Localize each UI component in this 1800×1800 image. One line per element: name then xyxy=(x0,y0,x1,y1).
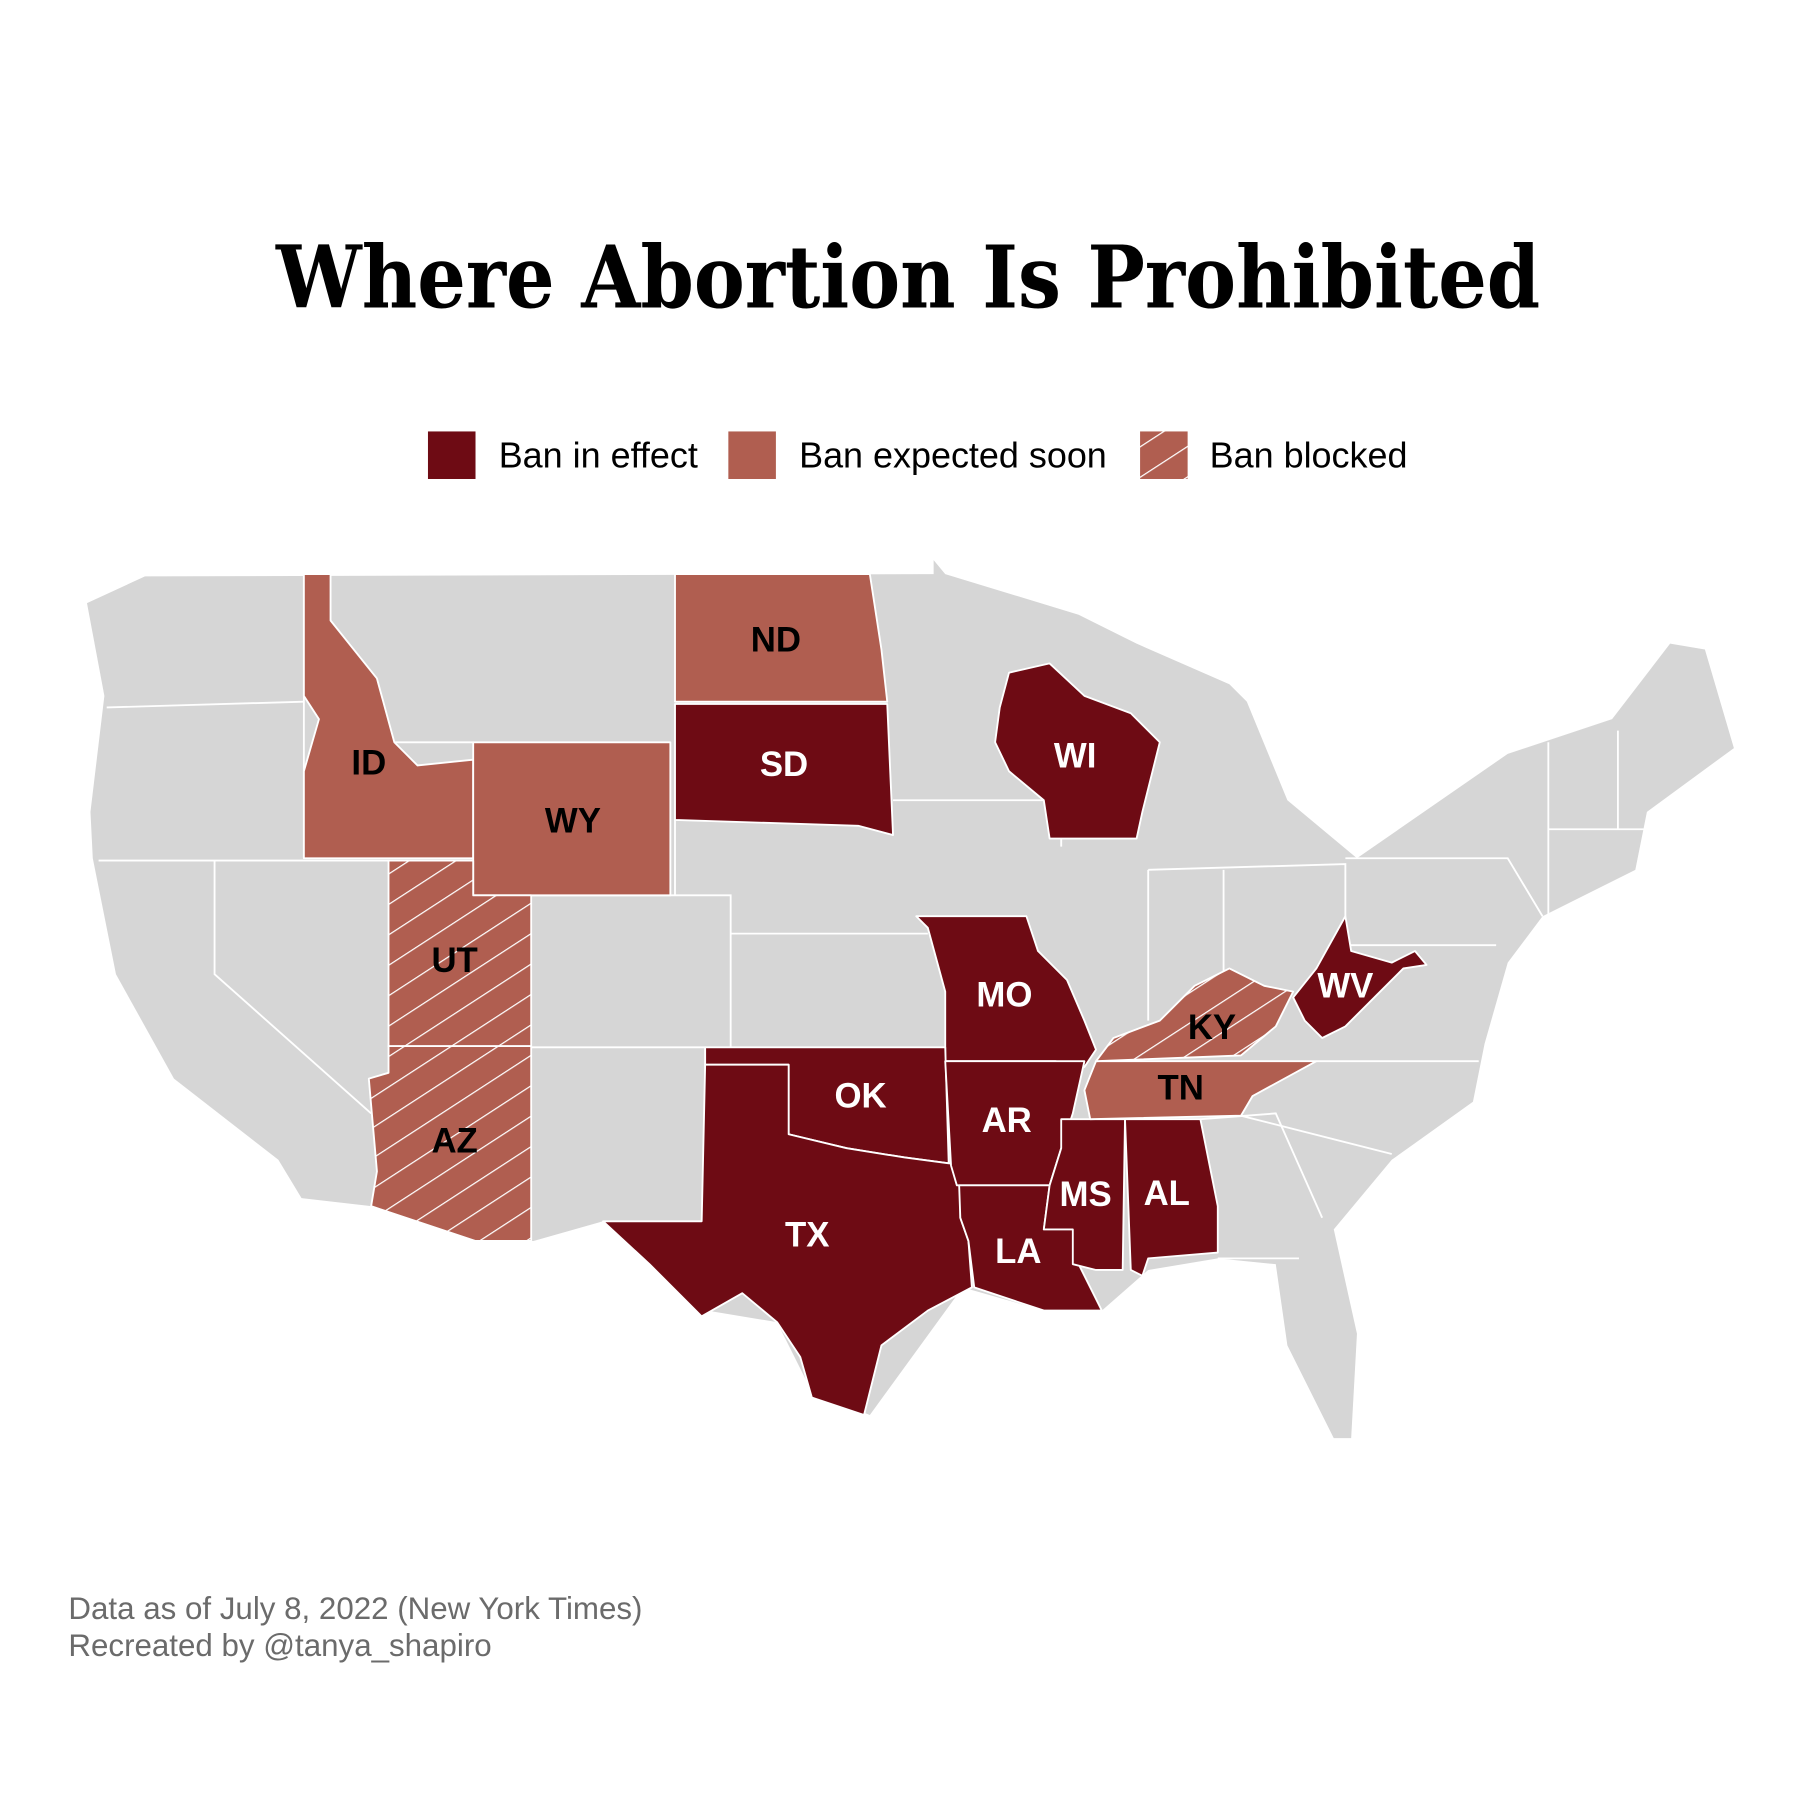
state-label-ky: KY xyxy=(1188,1009,1236,1047)
legend-label-ban-expected: Ban expected soon xyxy=(799,434,1107,475)
legend-label-ban-in-effect: Ban in effect xyxy=(499,434,698,475)
state-label-wi: WI xyxy=(1054,738,1097,776)
state-label-az: AZ xyxy=(431,1123,477,1161)
state-tn xyxy=(1083,1060,1318,1121)
state-label-nd: ND xyxy=(751,622,801,660)
state-label-ms: MS xyxy=(1059,1176,1111,1214)
legend: Ban in effect Ban expected soon Ban bloc… xyxy=(427,431,1408,479)
state-label-wv: WV xyxy=(1317,967,1373,1005)
legend-swatch-ban-expected xyxy=(728,431,776,479)
state-wy xyxy=(472,741,672,897)
page-title: Where Abortion Is Prohibited xyxy=(275,227,1540,328)
state-label-ar: AR xyxy=(982,1102,1032,1140)
state-label-al: AL xyxy=(1144,1175,1190,1213)
state-nd xyxy=(674,573,889,703)
state-ky xyxy=(1095,967,1295,1063)
legend-label-ban-blocked: Ban blocked xyxy=(1210,434,1408,475)
state-label-ok: OK xyxy=(834,1078,886,1116)
state-al xyxy=(1124,1118,1219,1277)
legend-swatch-ban-blocked xyxy=(1140,431,1188,479)
footer-data-source: Data as of July 8, 2022 (New York Times) xyxy=(68,1591,642,1626)
legend-swatch-ban-in-effect xyxy=(427,431,476,479)
state-label-ut: UT xyxy=(431,942,477,980)
us-map: ID WY ND SD UT AZ WI MO OK TX AR LA MS A… xyxy=(86,560,1734,1439)
highlighted-states xyxy=(302,573,1428,1416)
state-label-la: LA xyxy=(995,1233,1041,1271)
state-wi xyxy=(994,662,1161,840)
state-az xyxy=(367,1045,533,1242)
state-sd xyxy=(674,703,894,836)
state-label-tx: TX xyxy=(785,1217,829,1255)
state-mo xyxy=(915,915,1097,1068)
state-labels: ID WY ND SD UT AZ WI MO OK TX AR LA MS A… xyxy=(351,622,1373,1271)
state-label-mo: MO xyxy=(976,977,1032,1015)
state-label-sd: SD xyxy=(760,746,808,784)
state-ms xyxy=(1042,1118,1126,1271)
state-label-wy: WY xyxy=(545,803,601,841)
state-wv xyxy=(1292,915,1428,1039)
state-label-id: ID xyxy=(351,745,386,783)
footer-credit: Recreated by @tanya_shapiro xyxy=(68,1628,491,1663)
state-tx xyxy=(602,1063,973,1416)
state-label-tn: TN xyxy=(1157,1069,1203,1107)
